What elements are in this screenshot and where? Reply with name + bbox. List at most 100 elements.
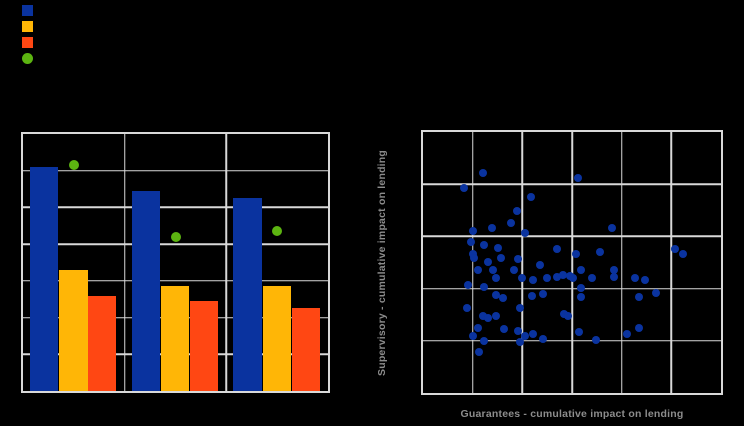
red-square-legend-marker bbox=[22, 37, 33, 48]
scatter-point bbox=[507, 219, 516, 228]
scatter-point bbox=[552, 245, 561, 254]
scatter-y-axis-label: Supervisory - cumulative impact on lendi… bbox=[376, 149, 388, 376]
scatter-point bbox=[518, 274, 527, 283]
bar-group-separator bbox=[225, 134, 228, 391]
series-blue-bar-group-1 bbox=[30, 167, 59, 391]
scatter-point bbox=[607, 224, 616, 233]
scatter-gridline-v bbox=[521, 132, 524, 393]
scatter-point bbox=[623, 330, 632, 338]
bar-group-separator bbox=[123, 134, 126, 391]
scatter-point bbox=[514, 255, 523, 264]
scatter-gridline-v bbox=[670, 132, 673, 393]
scatter-gridline-h bbox=[423, 235, 721, 238]
series-red-bar-group-3 bbox=[291, 308, 320, 391]
scatter-gridline-v bbox=[471, 132, 474, 393]
series-amber-bar-group-1 bbox=[59, 269, 88, 391]
blue-square-legend-marker bbox=[22, 5, 33, 16]
scatter-point bbox=[575, 328, 584, 337]
scatter-point bbox=[631, 273, 640, 282]
scatter-point bbox=[462, 303, 471, 312]
scatter-point bbox=[678, 249, 687, 258]
scatter-point bbox=[591, 336, 600, 345]
scatter-point bbox=[516, 303, 525, 312]
scatter-point bbox=[475, 348, 484, 357]
scatter-point bbox=[542, 274, 551, 283]
legend bbox=[22, 5, 33, 64]
series-red-bar-group-1 bbox=[88, 295, 117, 391]
scatter-point bbox=[516, 338, 525, 347]
scatter-point bbox=[463, 280, 472, 289]
scatter-point bbox=[564, 312, 573, 321]
series-amber-bar-group-3 bbox=[262, 286, 291, 391]
scatter-point bbox=[576, 265, 585, 274]
scatter-point bbox=[529, 275, 538, 284]
scatter-point bbox=[527, 193, 536, 202]
scatter-gridline-h bbox=[423, 287, 721, 290]
scatter-point bbox=[539, 335, 548, 344]
series-blue-bar-group-2 bbox=[131, 190, 161, 391]
scatter-point bbox=[480, 336, 489, 345]
bar-gridline-h bbox=[23, 243, 328, 245]
series-red-bar-group-2 bbox=[189, 301, 219, 391]
scatter-point bbox=[473, 265, 482, 274]
bar-gridline-h bbox=[23, 169, 328, 172]
bar-gridline-h bbox=[23, 206, 328, 209]
scatter-point bbox=[491, 290, 500, 299]
bar-chart-plot-area bbox=[21, 132, 330, 393]
scatter-point bbox=[512, 207, 521, 216]
scatter-point bbox=[459, 184, 468, 193]
scatter-point bbox=[576, 284, 585, 293]
scatter-point bbox=[483, 257, 492, 266]
scatter-point bbox=[467, 238, 476, 247]
scatter-point bbox=[671, 245, 680, 254]
scatter-point bbox=[478, 312, 487, 321]
scatter-point bbox=[468, 226, 477, 235]
scatter-point bbox=[487, 224, 496, 233]
scatter-x-axis-label: Guarantees - cumulative impact on lendin… bbox=[460, 408, 684, 420]
scatter-point bbox=[571, 249, 580, 258]
scatter-gridline-v bbox=[620, 132, 623, 393]
scatter-point bbox=[473, 323, 482, 332]
scatter-point bbox=[480, 240, 489, 249]
scatter-point bbox=[609, 272, 618, 281]
bar-gridline-h bbox=[23, 280, 328, 282]
scatter-point bbox=[529, 330, 538, 338]
scatter-point bbox=[552, 272, 561, 281]
scatter-point bbox=[568, 274, 577, 283]
series-green-dot-group-2 bbox=[170, 231, 181, 242]
scatter-point bbox=[488, 265, 497, 274]
scatter-plot-area bbox=[421, 130, 723, 395]
scatter-point bbox=[641, 275, 649, 284]
scatter-point bbox=[634, 324, 643, 333]
scatter-gridline-v bbox=[571, 132, 573, 393]
scatter-point bbox=[470, 254, 479, 263]
scatter-point bbox=[514, 326, 523, 335]
scatter-point bbox=[491, 312, 500, 321]
scatter-point bbox=[574, 174, 583, 183]
green-circle-legend-marker bbox=[22, 53, 33, 64]
scatter-point bbox=[521, 228, 530, 237]
scatter-point bbox=[596, 248, 605, 257]
series-blue-bar-group-3 bbox=[233, 198, 262, 391]
scatter-point bbox=[634, 293, 643, 302]
scatter-gridline-h bbox=[423, 340, 721, 342]
scatter-point bbox=[483, 313, 492, 322]
scatter-point bbox=[609, 265, 618, 274]
series-green-dot-group-3 bbox=[272, 226, 283, 237]
scatter-point bbox=[491, 273, 500, 282]
scatter-point bbox=[479, 169, 488, 178]
scatter-point bbox=[499, 325, 508, 334]
series-amber-bar-group-2 bbox=[161, 286, 190, 391]
scatter-point bbox=[468, 331, 477, 340]
amber-square-legend-marker bbox=[22, 21, 33, 32]
scatter-point bbox=[651, 288, 660, 297]
scatter-point bbox=[576, 293, 585, 302]
scatter-point bbox=[498, 293, 507, 302]
scatter-point bbox=[559, 271, 568, 280]
scatter-point bbox=[588, 274, 597, 283]
scatter-point bbox=[468, 249, 477, 258]
scatter-point bbox=[480, 282, 489, 291]
scatter-point bbox=[493, 244, 502, 253]
scatter-point bbox=[521, 331, 530, 340]
